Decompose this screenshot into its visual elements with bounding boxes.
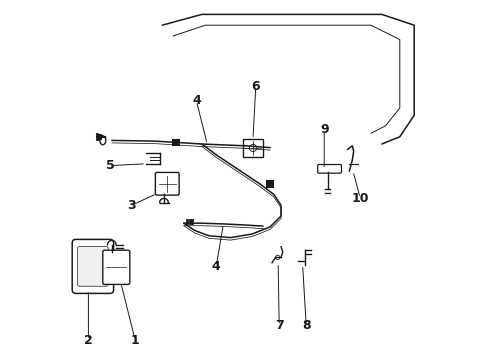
FancyBboxPatch shape — [318, 165, 342, 173]
Bar — [243, 139, 263, 157]
FancyBboxPatch shape — [72, 239, 114, 293]
Text: 5: 5 — [106, 159, 114, 172]
Text: 4: 4 — [192, 94, 201, 107]
Text: 2: 2 — [84, 334, 93, 347]
Text: 3: 3 — [127, 199, 136, 212]
Text: 10: 10 — [351, 192, 369, 204]
Text: 9: 9 — [320, 123, 328, 136]
Text: 1: 1 — [131, 334, 140, 347]
FancyBboxPatch shape — [103, 250, 130, 284]
FancyBboxPatch shape — [77, 247, 108, 286]
Text: 4: 4 — [212, 260, 220, 273]
FancyBboxPatch shape — [155, 172, 179, 195]
Text: 7: 7 — [275, 319, 284, 332]
Text: 8: 8 — [302, 319, 311, 332]
Text: 6: 6 — [251, 80, 260, 93]
